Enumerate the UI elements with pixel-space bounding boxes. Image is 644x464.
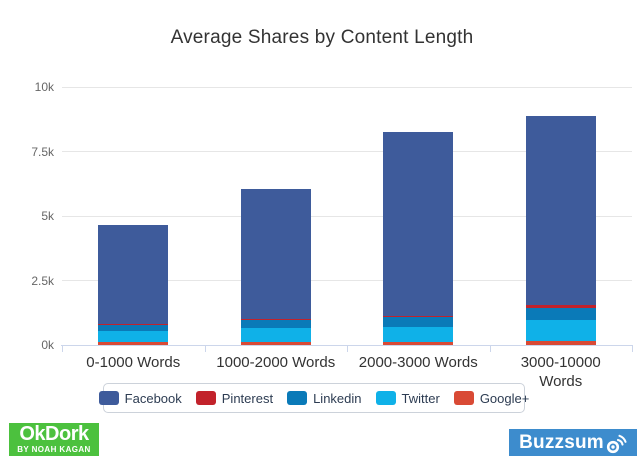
x-axis-tick [632,346,633,352]
x-axis-tick [62,346,63,352]
bar-segment-google[interactable] [383,341,454,345]
x-axis-tick [489,346,491,352]
legend-swatch [375,391,396,405]
okdork-logo-subtitle: BY NOAH KAGAN [17,445,91,454]
legend-label: Pinterest [221,390,274,406]
y-axis-label: 10k [34,80,54,94]
legend-label: Linkedin [313,390,362,406]
x-axis-label: 2000-3000 Words [358,354,478,371]
bar-segment-linkedin[interactable] [383,316,454,327]
bar-segment-twitter[interactable] [98,331,169,343]
buzzsumo-logo: Buzzsum [509,429,637,456]
y-axis-label: 2.5k [31,273,54,288]
x-axis-label: 0-1000 Words [86,354,181,371]
bar-segment-pinterest[interactable] [240,319,311,320]
bar-segment-google[interactable] [98,342,169,345]
bar-segment-twitter[interactable] [383,326,454,342]
gridline [62,280,632,281]
bar-segment-twitter[interactable] [240,328,311,343]
buzzsumo-broadcast-o-icon [606,434,627,453]
x-axis-tick [347,346,348,352]
legend-item-twitter[interactable]: Twitter [375,390,440,406]
bar-segment-facebook[interactable] [525,115,596,305]
y-axis-label: 5k [41,209,54,223]
x-axis-line [61,345,633,346]
bar-segment-twitter[interactable] [525,320,596,341]
legend-label: Twitter [401,390,440,406]
okdork-logo: OkDork BY NOAH KAGAN [9,423,99,456]
bar-segment-linkedin[interactable] [240,319,311,329]
bar-segment-facebook[interactable] [383,131,454,317]
bar-segment-pinterest[interactable] [98,324,169,325]
legend-item-google[interactable]: Google+ [453,390,530,406]
legend-swatch [453,391,474,405]
bar-segment-linkedin[interactable] [525,308,596,321]
bar-segment-linkedin[interactable] [98,324,169,332]
x-axis-label: 1000-2000 Words [216,354,336,371]
bar-segment-facebook[interactable] [98,224,169,325]
y-axis-label: 7.5k [31,144,54,159]
okdork-logo-title: OkDork [19,423,89,445]
bar-segment-google[interactable] [525,340,596,345]
legend-label: Google+ [479,390,530,406]
legend-item-pinterest[interactable]: Pinterest [195,390,274,406]
buzzsumo-logo-text: Buzzsum [519,431,604,453]
legend-item-facebook[interactable]: Facebook [98,390,182,406]
legend-swatch [195,391,216,405]
legend-box: Facebook Pinterest Linkedin Twitter Google+ [98,383,529,413]
bar-segment-facebook[interactable] [240,189,311,320]
bar-segment-google[interactable] [240,342,311,345]
gridline [62,215,632,217]
legend-swatch [98,391,119,405]
y-axis-label: 0k [41,338,54,352]
legend-item-linkedin[interactable]: Linkedin [287,390,362,406]
bar-segment-pinterest[interactable] [525,304,596,309]
chart-title: Average Shares by Content Length [170,27,474,48]
legend-label: Facebook [124,390,182,406]
bar-segment-pinterest[interactable] [383,316,454,317]
x-axis-label: 3000-10000 Words [520,354,601,391]
gridline [62,151,632,152]
gridline [62,86,632,88]
x-axis-tick [204,346,206,352]
legend-swatch [287,391,308,405]
